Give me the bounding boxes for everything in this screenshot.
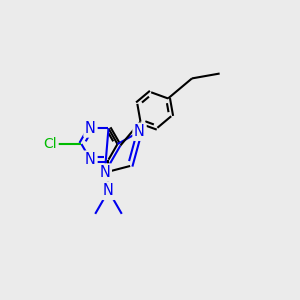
Text: N: N <box>99 165 110 180</box>
Text: N: N <box>134 124 145 139</box>
Text: Cl: Cl <box>44 137 57 151</box>
Text: N: N <box>85 152 96 167</box>
Text: N: N <box>103 183 114 198</box>
Text: N: N <box>85 121 96 136</box>
